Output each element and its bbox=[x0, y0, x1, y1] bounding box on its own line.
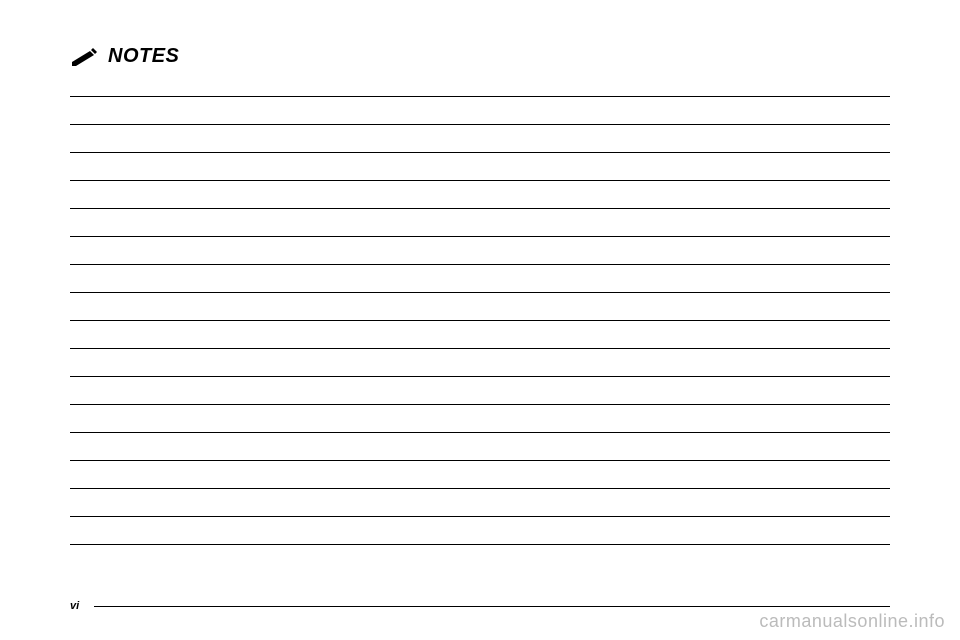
note-line bbox=[70, 404, 890, 405]
note-line bbox=[70, 96, 890, 97]
note-line bbox=[70, 460, 890, 461]
note-line bbox=[70, 208, 890, 209]
notes-page: NOTES vi carmanualsonline.info bbox=[0, 0, 960, 640]
note-line bbox=[70, 488, 890, 489]
note-line bbox=[70, 152, 890, 153]
page-title: NOTES bbox=[108, 45, 179, 68]
footer-divider bbox=[94, 606, 890, 607]
note-line bbox=[70, 264, 890, 265]
page-number: vi bbox=[70, 600, 79, 612]
note-line bbox=[70, 292, 890, 293]
pencil-icon bbox=[70, 48, 98, 66]
page-header: NOTES bbox=[70, 45, 890, 68]
note-line bbox=[70, 544, 890, 545]
note-line bbox=[70, 348, 890, 349]
note-line bbox=[70, 432, 890, 433]
note-line bbox=[70, 516, 890, 517]
note-line bbox=[70, 376, 890, 377]
notes-lines-area bbox=[70, 96, 890, 545]
note-line bbox=[70, 124, 890, 125]
watermark-text: carmanualsonline.info bbox=[759, 611, 945, 632]
note-line bbox=[70, 320, 890, 321]
note-line bbox=[70, 236, 890, 237]
note-line bbox=[70, 180, 890, 181]
